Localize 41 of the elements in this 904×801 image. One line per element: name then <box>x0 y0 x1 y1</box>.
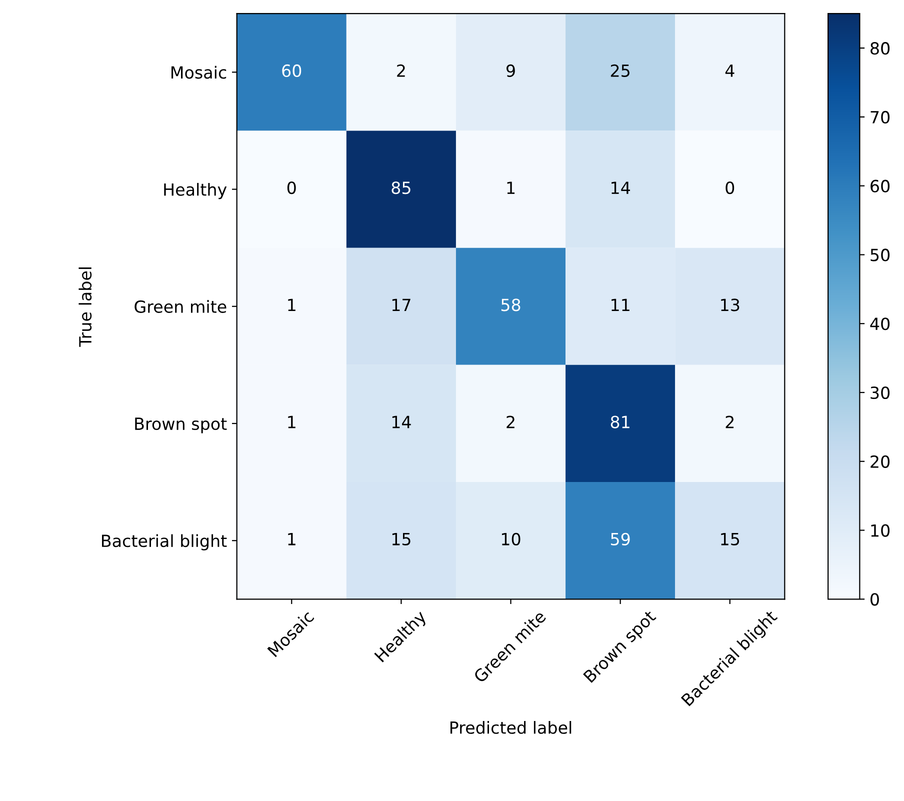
y-tick-label: Brown spot <box>135 418 227 434</box>
data-label: 58 <box>501 298 520 312</box>
data-label: 85 <box>392 182 410 194</box>
color-bar-label: 80 <box>870 42 890 55</box>
data-label: 0 <box>726 182 734 194</box>
data-label: 81 <box>610 416 630 428</box>
data-label: 17 <box>392 298 410 311</box>
y-tick-label: Green mite <box>134 300 226 313</box>
data-label: 1 <box>507 182 515 194</box>
data-label: 25 <box>610 64 630 78</box>
data-label: 1 <box>288 533 296 546</box>
data-label: 9 <box>506 64 515 78</box>
color-bar-label: 20 <box>870 455 890 468</box>
color-bar-label: 50 <box>870 248 890 262</box>
data-label: 15 <box>392 533 410 546</box>
data-label: 13 <box>721 298 740 312</box>
data-label: 14 <box>392 416 411 428</box>
data-label: 1 <box>288 416 296 428</box>
x-axis-title: Predicted label <box>450 721 572 734</box>
color-bar-label: 30 <box>870 386 890 400</box>
color-bar-label: 60 <box>870 180 890 192</box>
y-tick-label: Bacterial blight <box>102 534 227 550</box>
data-label: 59 <box>611 532 630 546</box>
y-tick-label: Mosaic <box>171 66 226 79</box>
data-label: 15 <box>721 533 740 546</box>
data-label: 11 <box>612 298 630 311</box>
data-label: 0 <box>287 182 296 194</box>
color-bar-label: 70 <box>870 110 890 124</box>
data-label: 4 <box>725 64 734 77</box>
data-label: 2 <box>397 64 405 77</box>
color-bar-label: 10 <box>871 524 890 537</box>
data-label: 2 <box>506 416 514 428</box>
y-axis-title: True label <box>78 267 92 347</box>
data-label: 10 <box>502 532 520 546</box>
data-label: 14 <box>612 182 630 194</box>
y-tick-label: Healthy <box>164 182 227 200</box>
data-label: 2 <box>726 416 734 428</box>
data-label: 60 <box>282 64 302 78</box>
color-bar-label: 40 <box>870 318 890 330</box>
data-label: 1 <box>288 298 296 311</box>
color-bar-label: 0 <box>870 593 879 606</box>
